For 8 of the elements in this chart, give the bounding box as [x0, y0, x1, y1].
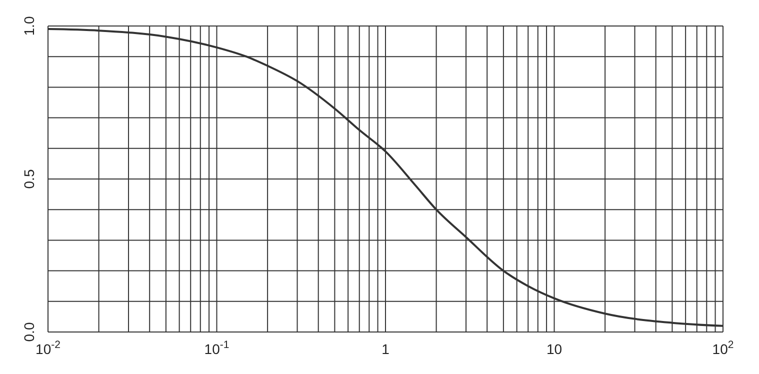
x-tick-label: 10$^{-2}$	[36, 339, 61, 357]
x-tick-label: 10$^{-1}$	[204, 339, 230, 357]
y-tick-label: 0.5	[20, 169, 37, 189]
x-tick-label: 10	[546, 341, 562, 357]
y-tick-label: 1.0	[20, 16, 37, 36]
x-tick-label: 1	[382, 341, 390, 357]
x-tick-label: 10$^{2}$	[712, 339, 734, 357]
y-tick-label: 0.0	[20, 322, 37, 342]
